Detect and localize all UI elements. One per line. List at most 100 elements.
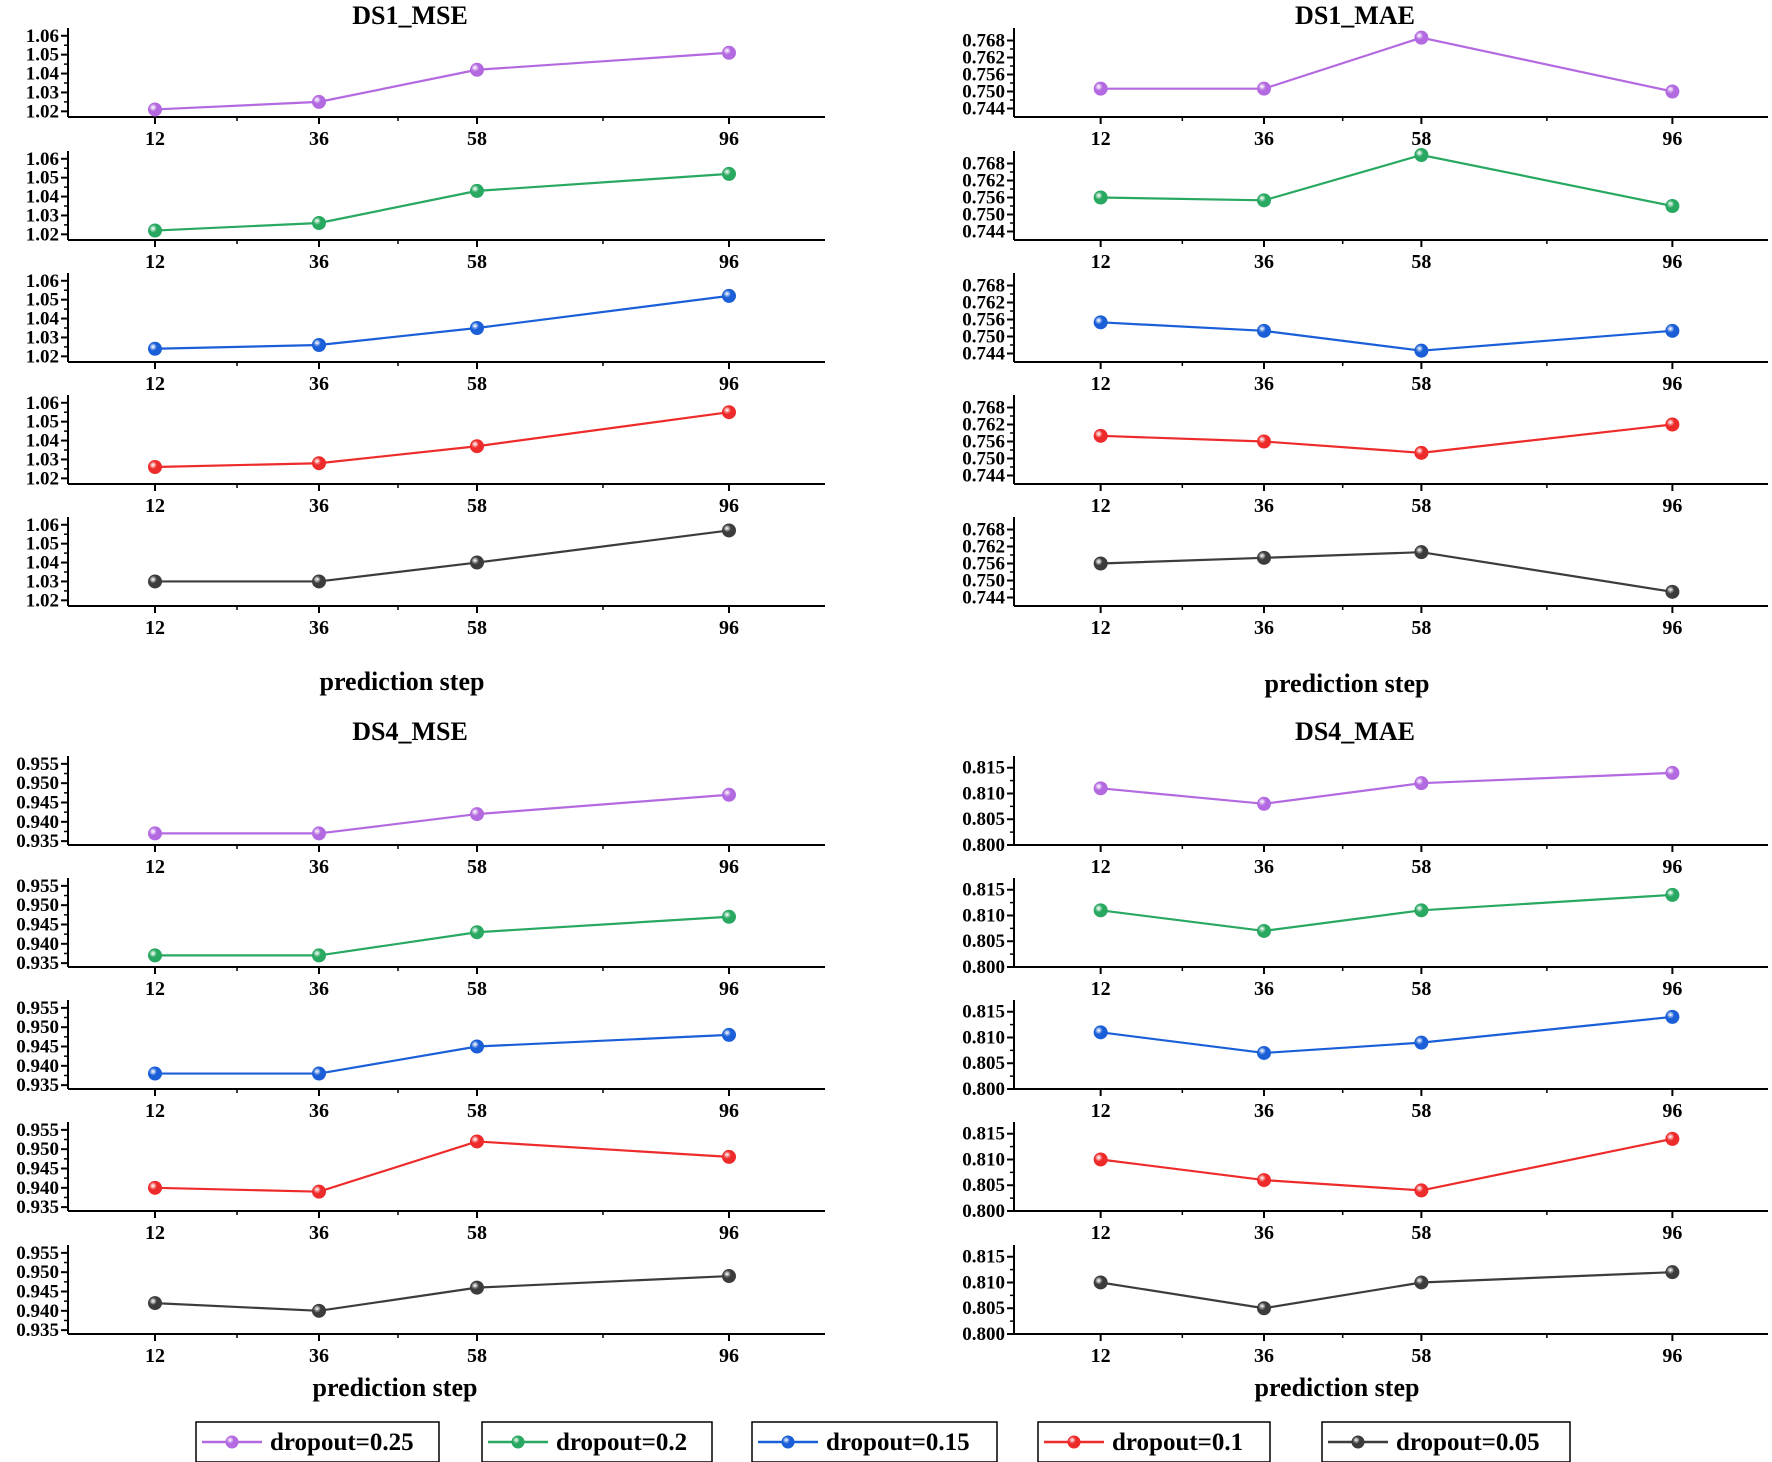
legend-item-dropout-0.15: dropout=0.15 bbox=[751, 1421, 998, 1462]
x-tick-label: 58 bbox=[467, 1100, 487, 1122]
data-point bbox=[1665, 1009, 1680, 1024]
data-point bbox=[1665, 323, 1680, 338]
y-tick-label: 1.05 bbox=[26, 45, 59, 66]
y-tick-label: 0.940 bbox=[16, 1301, 59, 1322]
panel-title-ds1-mae: DS1_MAE bbox=[1295, 1, 1415, 30]
y-tick-label: 0.955 bbox=[16, 1120, 59, 1141]
data-point bbox=[470, 183, 484, 198]
data-point bbox=[1257, 81, 1272, 96]
data-point bbox=[1414, 1183, 1429, 1198]
x-tick-label: 96 bbox=[719, 856, 739, 878]
subplot-ds4-mae-dropout-0.15: 0.800 0.805 0.810 0.815 12 36 58 96 bbox=[962, 1000, 1768, 1122]
y-tick-label: 0.810 bbox=[962, 1272, 1005, 1293]
y-tick-label: 0.805 bbox=[962, 931, 1005, 952]
x-tick-label: 36 bbox=[1254, 373, 1274, 395]
x-tick-label: 36 bbox=[1254, 128, 1274, 150]
legend-marker-dropout-0.2 bbox=[511, 1435, 525, 1449]
y-tick-label: 0.945 bbox=[16, 1159, 59, 1180]
data-point bbox=[1665, 1131, 1680, 1146]
x-tick-label: 12 bbox=[145, 1222, 165, 1244]
y-tick-label: 0.800 bbox=[962, 1079, 1005, 1100]
x-tick-label: 96 bbox=[719, 128, 739, 150]
y-tick-label: 0.940 bbox=[16, 812, 59, 833]
data-point bbox=[1665, 417, 1680, 432]
x-tick-label: 36 bbox=[309, 978, 329, 1000]
y-tick-label: 1.03 bbox=[26, 205, 59, 226]
series-line-dropout-0.05 bbox=[154, 1274, 730, 1312]
data-point bbox=[312, 456, 326, 471]
data-point bbox=[312, 574, 326, 589]
x-tick-label: 58 bbox=[1411, 1345, 1431, 1367]
y-tick-label: 0.805 bbox=[962, 1175, 1005, 1196]
legend-item-dropout-0.05: dropout=0.05 bbox=[1321, 1421, 1571, 1462]
x-tick-label: 36 bbox=[309, 251, 329, 273]
data-point bbox=[722, 523, 736, 538]
data-point bbox=[722, 1269, 736, 1284]
data-point bbox=[312, 338, 326, 352]
y-tick-label: 0.750 bbox=[962, 571, 1005, 592]
series-line-dropout-0.1 bbox=[1100, 1137, 1673, 1192]
x-tick-label: 96 bbox=[1662, 373, 1682, 395]
x-tick-label: 96 bbox=[719, 251, 739, 273]
x-tick-label: 58 bbox=[467, 856, 487, 878]
data-point bbox=[722, 1027, 736, 1042]
x-tick-label: 96 bbox=[1662, 978, 1682, 1000]
x-tick-label: 96 bbox=[719, 373, 739, 395]
data-point bbox=[1093, 81, 1108, 96]
y-tick-label: 0.945 bbox=[16, 793, 59, 814]
data-point bbox=[1093, 1275, 1108, 1290]
data-point bbox=[1093, 556, 1108, 571]
y-tick-label: 0.815 bbox=[962, 1002, 1005, 1023]
x-tick-label: 36 bbox=[309, 1100, 329, 1122]
y-tick-label: 0.756 bbox=[962, 310, 1005, 331]
y-tick-label: 0.955 bbox=[16, 754, 59, 775]
data-point bbox=[1257, 550, 1272, 565]
data-point bbox=[1093, 428, 1108, 443]
data-point bbox=[1257, 796, 1272, 811]
y-tick-label: 1.02 bbox=[26, 101, 59, 122]
data-point bbox=[1257, 323, 1272, 338]
x-tick-label: 12 bbox=[1091, 856, 1111, 878]
y-tick-label: 1.04 bbox=[26, 553, 60, 574]
data-point bbox=[1093, 1152, 1108, 1167]
x-tick-label: 96 bbox=[719, 978, 739, 1000]
y-tick-label: 0.768 bbox=[962, 520, 1005, 541]
x-tick-label: 36 bbox=[1254, 251, 1274, 273]
data-point bbox=[722, 787, 736, 802]
xlabel-ds1-mae: prediction step bbox=[1265, 669, 1430, 698]
y-tick-label: 0.750 bbox=[962, 205, 1005, 226]
y-tick-label: 0.800 bbox=[962, 1201, 1005, 1222]
data-point bbox=[1665, 584, 1680, 599]
y-tick-label: 0.935 bbox=[16, 953, 59, 974]
series-line-dropout-0.1 bbox=[154, 411, 730, 469]
y-tick-label: 0.935 bbox=[16, 1075, 59, 1096]
series-line-dropout-0.15 bbox=[1100, 321, 1673, 352]
y-tick-label: 1.03 bbox=[26, 327, 59, 348]
x-tick-label: 12 bbox=[1091, 1222, 1111, 1244]
data-point bbox=[1257, 1301, 1272, 1316]
y-tick-label: 0.810 bbox=[962, 1149, 1005, 1170]
x-tick-label: 36 bbox=[309, 495, 329, 517]
legend-item-dropout-0.25: dropout=0.25 bbox=[195, 1421, 440, 1462]
x-tick-label: 58 bbox=[467, 617, 487, 639]
x-tick-label: 96 bbox=[719, 1222, 739, 1244]
subplot-ds1-mse-dropout-0.15: 1.021.031.041.051.06 12 36 58 96 bbox=[26, 271, 825, 395]
data-point bbox=[1414, 545, 1429, 560]
y-tick-label: 1.03 bbox=[26, 449, 59, 470]
y-tick-label: 0.756 bbox=[962, 65, 1005, 86]
x-tick-label: 58 bbox=[1411, 128, 1431, 150]
data-point bbox=[1257, 1045, 1272, 1060]
data-point bbox=[470, 1280, 484, 1295]
y-tick-label: 0.750 bbox=[962, 449, 1005, 470]
data-point bbox=[470, 1039, 484, 1054]
data-point bbox=[148, 1066, 162, 1081]
y-tick-label: 0.955 bbox=[16, 998, 59, 1019]
x-tick-label: 12 bbox=[1091, 617, 1111, 639]
legend-marker-dropout-0.25 bbox=[225, 1435, 239, 1449]
data-point bbox=[1257, 434, 1272, 449]
legend-label-dropout-0.1: dropout=0.1 bbox=[1112, 1429, 1243, 1456]
